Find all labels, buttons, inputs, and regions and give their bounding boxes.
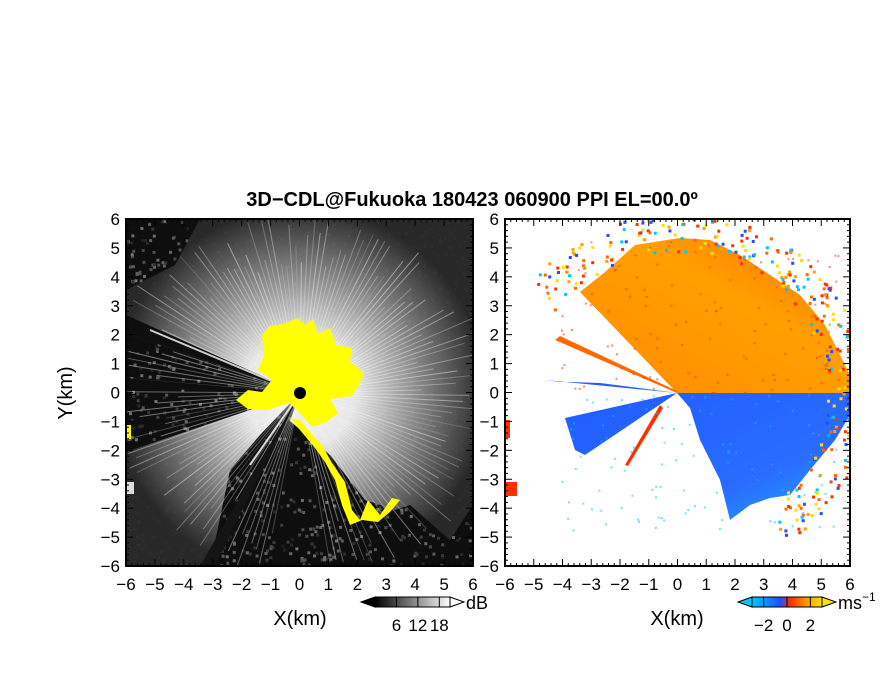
colorbar-unit: ms−1 [838,590,876,613]
y-tick-label: −5 [101,528,120,547]
x-tick-label: −5 [524,575,543,594]
right-blue-region [545,380,850,520]
left-plot-area [126,219,473,566]
y-tick-label: 2 [111,326,120,345]
left-yellow-echo [236,318,364,427]
x-tick-label: 1 [324,575,333,594]
colorbar-tick-label: 12 [408,616,427,635]
y-tick-label: 6 [490,210,499,229]
colorbar-max-arrow [821,596,838,608]
x-tick-label: −2 [232,575,251,594]
x-tick-label: −3 [582,575,601,594]
x-tick-label: 4 [410,575,419,594]
y-tick-label: −1 [480,412,499,431]
right-orange-region [580,238,850,393]
left-colorbar: 6 12 18 dB [359,593,488,635]
y-tick-label: −2 [480,441,499,460]
y-tick-label: 2 [490,326,499,345]
x-tick-label: −5 [145,575,164,594]
right-colorbar: −2 0 2 ms−1 [736,590,876,635]
x-tick-label: 2 [353,575,362,594]
x-tick-label: 3 [382,575,391,594]
colorbar-tick-label: 18 [430,616,449,635]
y-tick-label: 6 [111,210,120,229]
y-tick-label: −6 [101,557,120,576]
colorbar-min-arrow [359,596,376,608]
x-tick-label: 5 [817,575,826,594]
y-tick-label: −2 [101,441,120,460]
left-x-axis-label: X(km) [273,608,326,630]
x-tick-label: −4 [553,575,572,594]
x-tick-label: 3 [759,575,768,594]
colorbar-min-arrow [736,596,753,608]
x-tick-label: 4 [788,575,797,594]
y-tick-label: 1 [490,355,499,374]
y-tick-label: −3 [480,470,499,489]
colorbar-tick-label: 0 [782,616,791,635]
y-tick-label: 3 [111,297,120,316]
y-tick-label: 5 [490,239,499,258]
y-tick-label: −4 [480,499,499,518]
y-tick-label: −6 [480,557,499,576]
chart-title: 3D−CDL@Fukuoka 180423 060900 PPI EL=00.0… [246,189,698,211]
colorbar-unit: dB [466,593,488,613]
x-tick-label: −1 [639,575,658,594]
y-tick-label: 4 [111,268,120,287]
y-tick-label: −4 [101,499,120,518]
colorbar-bar [374,596,451,608]
y-tick-label: 0 [490,384,499,403]
colorbar-tick-label: 6 [392,616,401,635]
radar-site-left [294,387,306,399]
left-yellow-edge [290,418,400,525]
y-tick-label: 1 [111,355,120,374]
x-tick-label: −2 [610,575,629,594]
y-tick-label: 5 [111,239,120,258]
colorbar-tick-label: −2 [754,616,773,635]
y-tick-label: 3 [490,297,499,316]
y-tick-label: −3 [101,470,120,489]
x-tick-label: 0 [673,575,682,594]
colorbar-max-arrow [449,596,466,608]
x-tick-label: −6 [495,575,514,594]
y-tick-label: 4 [490,268,499,287]
left-y-axis-label: Y(km) [55,366,77,419]
x-tick-label: −4 [174,575,193,594]
x-tick-label: 6 [845,575,854,594]
x-tick-label: 1 [702,575,711,594]
y-tick-label: 0 [111,384,120,403]
y-tick-label: −5 [480,528,499,547]
x-tick-label: 0 [295,575,304,594]
colorbar-tick-label: 2 [806,616,815,635]
right-red-ray [625,405,663,466]
right-plot-area [505,219,850,566]
y-tick-label: −1 [101,412,120,431]
right-speckle-field [537,219,850,537]
x-tick-label: −6 [116,575,135,594]
x-tick-label: 5 [439,575,448,594]
x-tick-label: 2 [730,575,739,594]
right-orange-ray [555,336,677,393]
x-tick-label: 6 [468,575,477,594]
x-tick-label: −3 [203,575,222,594]
right-x-axis-label: X(km) [650,608,703,630]
x-tick-label: −1 [261,575,280,594]
